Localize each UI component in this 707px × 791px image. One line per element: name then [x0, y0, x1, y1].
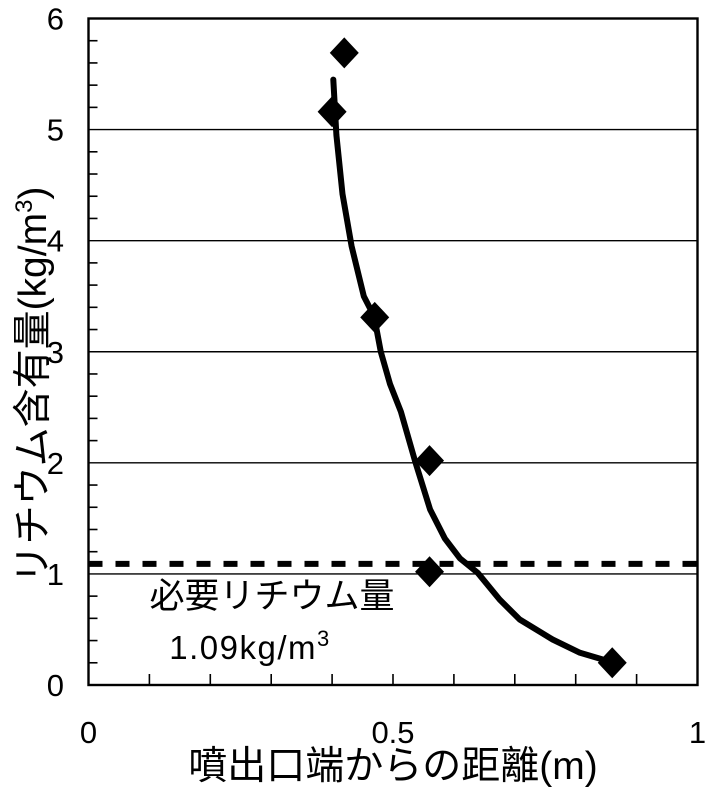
- diamond-marker: [415, 556, 445, 588]
- x-tick-label: 1: [689, 715, 706, 750]
- y-tick-label: 4: [47, 224, 64, 259]
- diamond-marker: [597, 647, 627, 679]
- y-tick-label: 0: [47, 668, 64, 703]
- plot-border-rect: [87, 17, 699, 687]
- axis-ticks: [88, 39, 638, 685]
- diamond-marker: [317, 96, 347, 128]
- annotation-required-lithium-label: 必要リチウム量: [149, 577, 394, 616]
- y-tick-label: 1: [47, 557, 64, 592]
- x-tick-label: 0.5: [371, 715, 414, 750]
- y-tick-label: 2: [47, 446, 64, 481]
- fit-curve-path: [330, 76, 614, 665]
- diamond-marker: [415, 445, 445, 477]
- gridlines: [88, 128, 698, 575]
- y-axis-title: リチウム含有量(kg/m3): [11, 187, 55, 584]
- x-axis-title: 噴出口端からの距離(m): [188, 745, 597, 788]
- y-tick-label: 5: [47, 113, 64, 148]
- data-point-markers: [317, 37, 627, 679]
- x-tick-labels: 0 0.5 1: [80, 715, 706, 750]
- diamond-marker: [329, 37, 359, 69]
- y-tick-label: 3: [47, 335, 64, 370]
- x-tick-label: 0: [80, 715, 97, 750]
- plot-border: [87, 17, 699, 687]
- fit-curve: [330, 76, 614, 665]
- annotation-required-lithium-value: 1.09kg/m3: [169, 626, 331, 666]
- y-tick-label: 6: [47, 2, 64, 37]
- y-tick-labels: 0 1 2 3 4 5 6: [47, 2, 64, 704]
- diamond-marker: [360, 301, 390, 333]
